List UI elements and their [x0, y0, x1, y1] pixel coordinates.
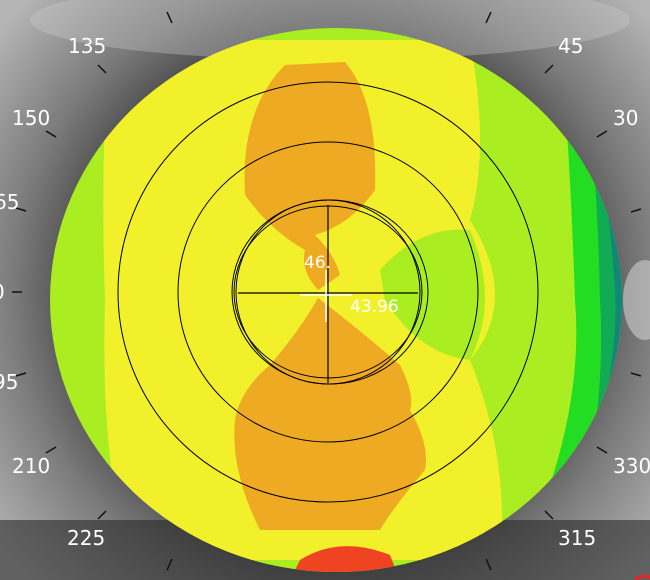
axis-label-210: 210	[12, 454, 50, 478]
axis-label-195: 95	[0, 370, 18, 394]
axis-label-30: 30	[613, 106, 638, 130]
center-marker	[300, 270, 352, 322]
axis-label-150: 150	[12, 106, 50, 130]
pupil-outline	[231, 199, 429, 385]
axis-label-135: 135	[68, 34, 106, 58]
axis-label-165: 65	[0, 190, 19, 214]
map-orange-lower-lobe	[234, 298, 426, 530]
axis-label-225: 225	[67, 526, 105, 550]
crosshair	[238, 205, 418, 383]
axis-label-45: 45	[558, 34, 583, 58]
axis-label-315: 315	[558, 526, 596, 550]
axis-label-180: 0	[0, 280, 5, 304]
sclera-right	[623, 260, 650, 340]
map-lime-intrusion	[380, 229, 485, 360]
ring-6mm	[177, 141, 479, 443]
map-orange-upper-lobe	[244, 62, 376, 290]
map-green-zone	[520, 40, 622, 560]
measurement-rings	[117, 81, 539, 503]
axis-ticks	[12, 11, 642, 571]
ring-8mm	[117, 81, 539, 503]
axis-labels: 135 45 150 30 65 0 95 210 330 225 315	[0, 34, 650, 550]
horizontal-k-reading: 43.96	[350, 297, 399, 317]
red-marker-icon	[634, 574, 650, 580]
axis-label-330: 330	[613, 454, 650, 478]
vertical-k-reading: 46.	[304, 253, 331, 273]
